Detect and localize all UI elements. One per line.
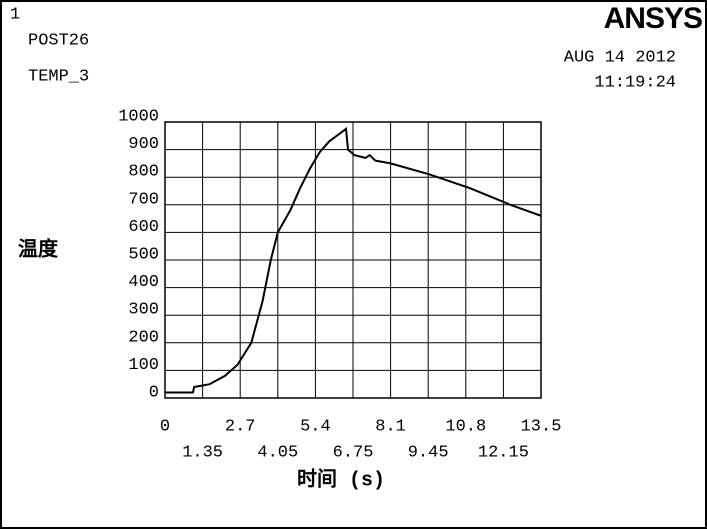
time: 11:19:24	[594, 73, 676, 92]
x-tick-label: 4.05	[257, 443, 298, 462]
x-tick-label: 0	[160, 417, 170, 436]
x-axis-label: 时间 (s)	[297, 467, 385, 492]
x-tick-label: 5.4	[300, 417, 331, 436]
x-tick-label: 2.7	[225, 417, 256, 436]
data-line	[165, 127, 542, 394]
x-tick-label: 1.35	[182, 443, 223, 462]
x-tick-label: 10.8	[445, 417, 486, 436]
y-tick-label: 0	[149, 383, 159, 402]
y-tick-label: 500	[128, 245, 159, 264]
window-number: 1	[10, 5, 20, 24]
y-tick-label: 400	[128, 273, 159, 292]
y-tick-label: 1000	[118, 107, 159, 126]
y-tick-label: 800	[128, 163, 159, 182]
y-axis-label: 温度	[18, 236, 59, 262]
y-tick-label: 900	[128, 135, 159, 154]
y-tick-label: 700	[128, 190, 159, 209]
logo: ANSYS	[604, 2, 702, 35]
x-tick-label: 6.75	[333, 443, 374, 462]
date: AUG 14 2012	[564, 48, 676, 67]
y-tick-label: 300	[128, 301, 159, 320]
y-tick-label: 100	[128, 356, 159, 375]
y-tick-label: 600	[128, 218, 159, 237]
x-tick-label: 9.45	[408, 443, 449, 462]
x-tick-label: 13.5	[521, 417, 562, 436]
y-tick-label: 200	[128, 328, 159, 347]
program-label: POST26	[28, 31, 89, 50]
variable-label: TEMP_3	[28, 67, 89, 86]
x-tick-label: 12.15	[478, 443, 529, 462]
x-tick-label: 8.1	[375, 417, 406, 436]
